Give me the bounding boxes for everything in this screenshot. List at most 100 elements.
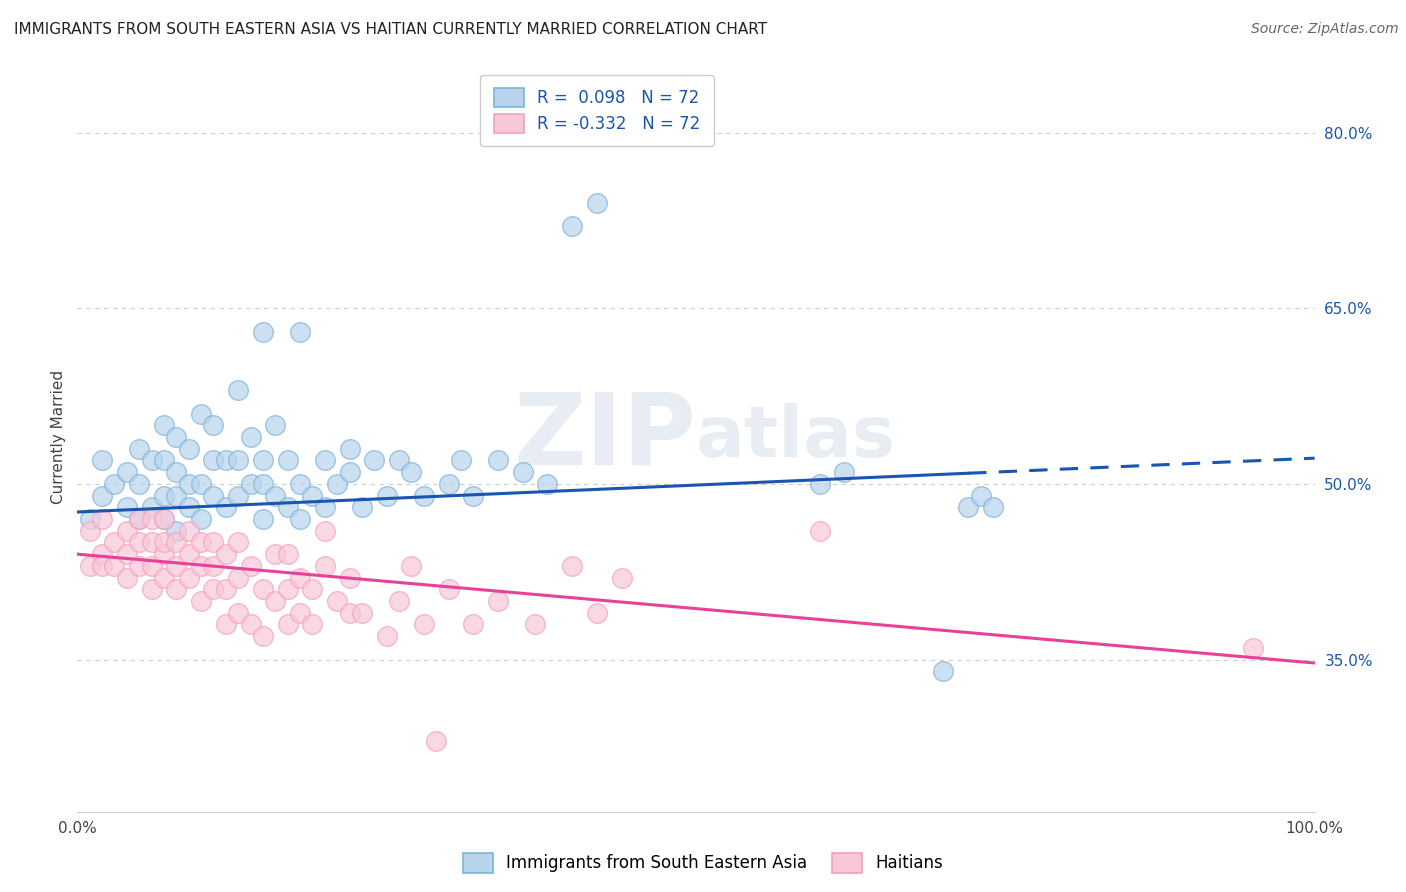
Point [561,558,583,573]
Point [190,407,212,421]
Point [339,571,361,585]
Point [264,594,287,608]
Point [141,558,163,573]
Legend: Immigrants from South Eastern Asia, Haitians: Immigrants from South Eastern Asia, Hait… [456,847,950,880]
Point [808,476,831,491]
Point [425,734,447,748]
Point [264,547,287,561]
Point [177,442,200,456]
Point [215,547,238,561]
Point [252,325,274,339]
Text: IMMIGRANTS FROM SOUTH EASTERN ASIA VS HAITIAN CURRENTLY MARRIED CORRELATION CHAR: IMMIGRANTS FROM SOUTH EASTERN ASIA VS HA… [14,22,768,37]
Point [834,465,856,479]
Point [215,500,238,515]
Point [301,617,323,632]
Point [177,547,200,561]
Point [165,558,187,573]
Point [91,453,114,467]
Point [79,524,101,538]
Point [314,524,336,538]
Point [190,558,212,573]
Point [202,453,225,467]
Point [486,594,509,608]
Point [350,606,373,620]
Point [153,418,176,433]
Point [226,453,249,467]
Point [177,524,200,538]
Point [115,500,138,515]
Y-axis label: Currently Married: Currently Married [51,370,66,504]
Point [339,606,361,620]
Point [215,582,238,597]
Point [277,500,299,515]
Point [981,500,1004,515]
Point [165,430,187,444]
Point [288,512,311,526]
Point [153,512,176,526]
Point [177,571,200,585]
Point [190,476,212,491]
Point [375,629,398,643]
Point [264,489,287,503]
Point [252,512,274,526]
Text: Source: ZipAtlas.com: Source: ZipAtlas.com [1251,22,1399,37]
Point [128,512,150,526]
Point [808,524,831,538]
Point [277,582,299,597]
Point [141,512,163,526]
Point [437,476,460,491]
Point [226,571,249,585]
Point [486,453,509,467]
Point [314,500,336,515]
Point [91,489,114,503]
Point [277,617,299,632]
Point [401,465,423,479]
Point [932,664,955,678]
Point [363,453,385,467]
Legend: R =  0.098   N = 72, R = -0.332   N = 72: R = 0.098 N = 72, R = -0.332 N = 72 [481,75,714,146]
Point [103,558,125,573]
Point [226,384,249,398]
Point [524,617,547,632]
Point [239,476,262,491]
Point [288,571,311,585]
Point [215,617,238,632]
Point [326,476,349,491]
Point [1241,640,1264,655]
Point [128,512,150,526]
Point [165,535,187,549]
Point [115,524,138,538]
Point [239,617,262,632]
Point [226,489,249,503]
Point [252,629,274,643]
Point [339,465,361,479]
Point [115,465,138,479]
Point [252,476,274,491]
Point [202,558,225,573]
Point [165,582,187,597]
Point [388,594,411,608]
Point [326,594,349,608]
Point [153,489,176,503]
Point [288,606,311,620]
Point [301,489,323,503]
Point [103,476,125,491]
Point [288,325,311,339]
Point [239,430,262,444]
Point [388,453,411,467]
Point [177,476,200,491]
Point [586,195,609,210]
Point [128,558,150,573]
Point [610,571,633,585]
Point [226,606,249,620]
Point [202,418,225,433]
Point [412,489,434,503]
Point [79,512,101,526]
Point [412,617,434,632]
Point [463,489,485,503]
Point [252,453,274,467]
Point [128,442,150,456]
Point [103,535,125,549]
Point [314,453,336,467]
Point [141,582,163,597]
